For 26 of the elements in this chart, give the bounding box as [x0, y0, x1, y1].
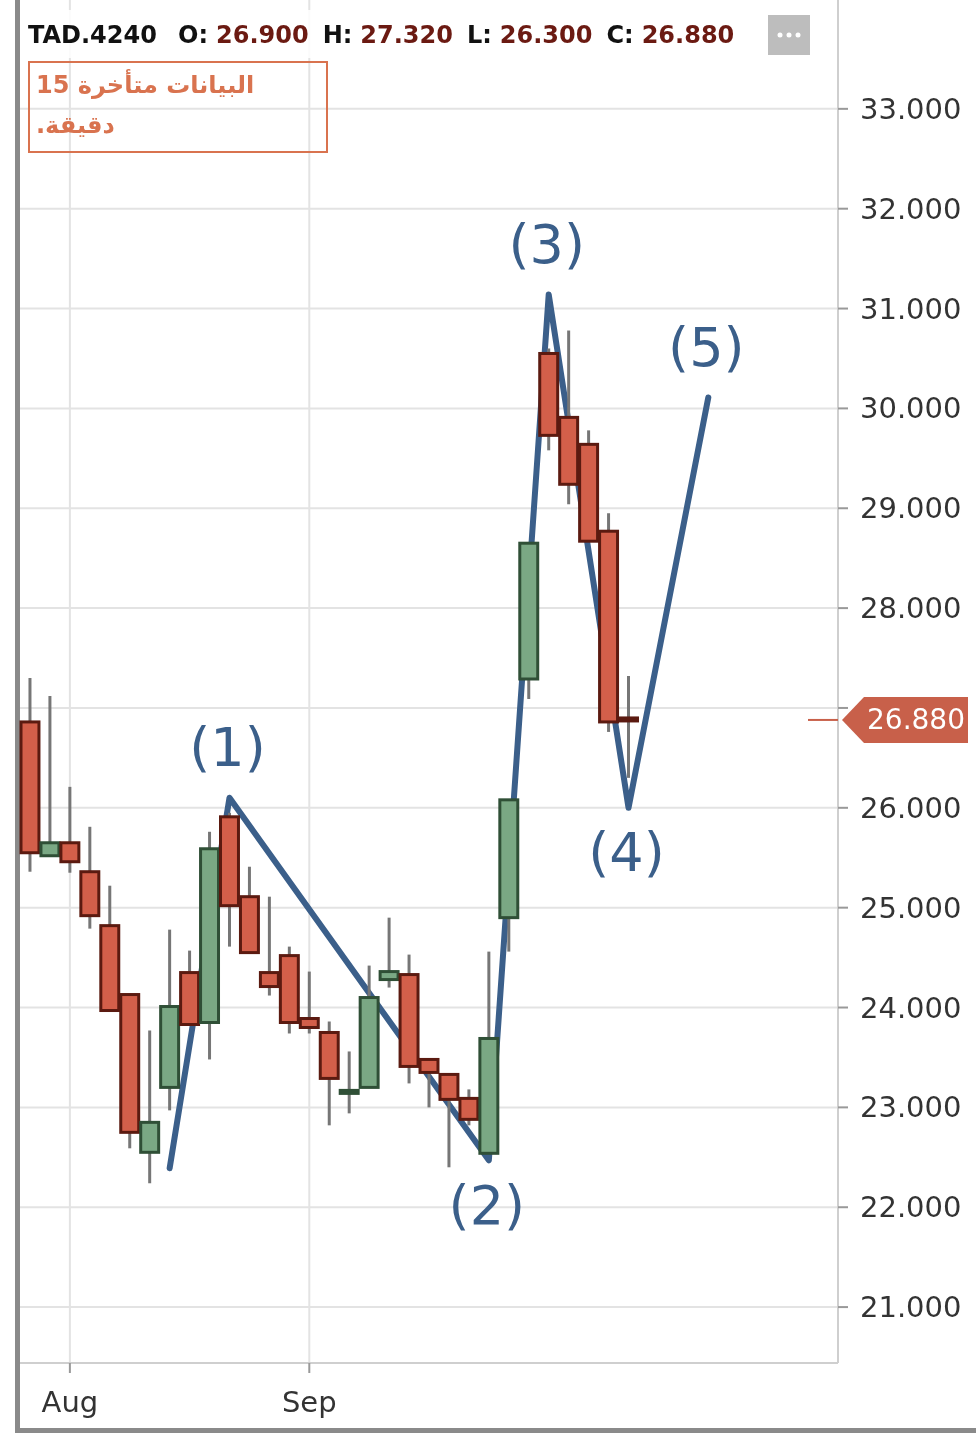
y-tick-label: 28.000: [860, 591, 962, 626]
y-tick-label: 32.000: [860, 191, 962, 226]
annotation: البيانات متأخرة 15 دقيقة.: [28, 61, 328, 153]
text: TAD.4240: [28, 21, 157, 49]
annotation: (2): [448, 1173, 526, 1237]
candlestick: [378, 917, 400, 988]
y-tick-label: 21.000: [860, 1290, 962, 1325]
y-tick-label: 24.000: [860, 990, 962, 1025]
annotation: (3): [508, 213, 585, 277]
y-tick-label: 22.000: [860, 1190, 962, 1225]
candlestick: [39, 695, 61, 858]
x-tick-label: Sep: [281, 1385, 337, 1419]
candlestick: [59, 785, 81, 873]
y-tick-label: 33.000: [860, 91, 962, 126]
y-tick-label: 26.000: [860, 790, 962, 825]
y-tick-label: 23.000: [860, 1090, 962, 1125]
y-tick-label: 29.000: [860, 491, 962, 526]
annotation: (1): [189, 716, 266, 780]
y-tick-label: 25.000: [860, 890, 962, 925]
annotation: (5): [668, 315, 745, 379]
y-tick-label: 30.000: [860, 391, 962, 426]
ref-line-label: 26.880: [867, 703, 965, 737]
y-tick-label: 31.000: [860, 291, 962, 326]
text: O: 26.900 H: 27.320 L: 26.300 C: 26.880: [178, 21, 735, 49]
x-tick-label: Aug: [41, 1385, 99, 1419]
annotation: (4): [588, 821, 665, 885]
